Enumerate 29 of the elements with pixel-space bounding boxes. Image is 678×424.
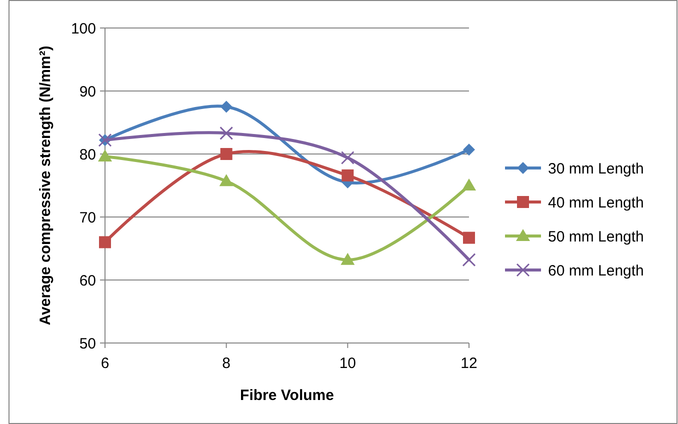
point — [463, 144, 475, 156]
y-tick-label: 70 — [79, 209, 96, 226]
point — [220, 100, 232, 113]
point — [340, 151, 354, 165]
x-tick-label: 10 — [339, 355, 356, 372]
point — [220, 126, 234, 140]
y-tick-label: 60 — [79, 272, 96, 290]
point — [342, 169, 354, 182]
y-tick-label: 90 — [79, 83, 96, 100]
y-axis-title: Average compressive strength (N/mm²) — [37, 46, 54, 326]
y-tick-label: 50 — [79, 335, 96, 352]
point — [340, 252, 355, 265]
point — [219, 174, 234, 186]
point — [220, 148, 232, 160]
point — [462, 253, 476, 267]
x-tick-label: 12 — [460, 355, 478, 372]
point — [99, 236, 111, 248]
y-tick-label: 100 — [70, 20, 96, 38]
legend-label: 50 mm Length — [548, 228, 644, 246]
y-tick-label: 80 — [79, 146, 96, 164]
x-tick-label: 8 — [222, 355, 231, 372]
point — [98, 150, 112, 162]
point — [463, 232, 475, 244]
legend-label: 60 mm Length — [548, 262, 644, 280]
x-tick-label: 6 — [100, 355, 110, 372]
legend-label: 30 mm Length — [548, 160, 644, 178]
point — [462, 178, 476, 190]
x-axis-title: Fibre Volume — [240, 387, 334, 404]
legend-label: 40 mm Length — [548, 194, 644, 212]
